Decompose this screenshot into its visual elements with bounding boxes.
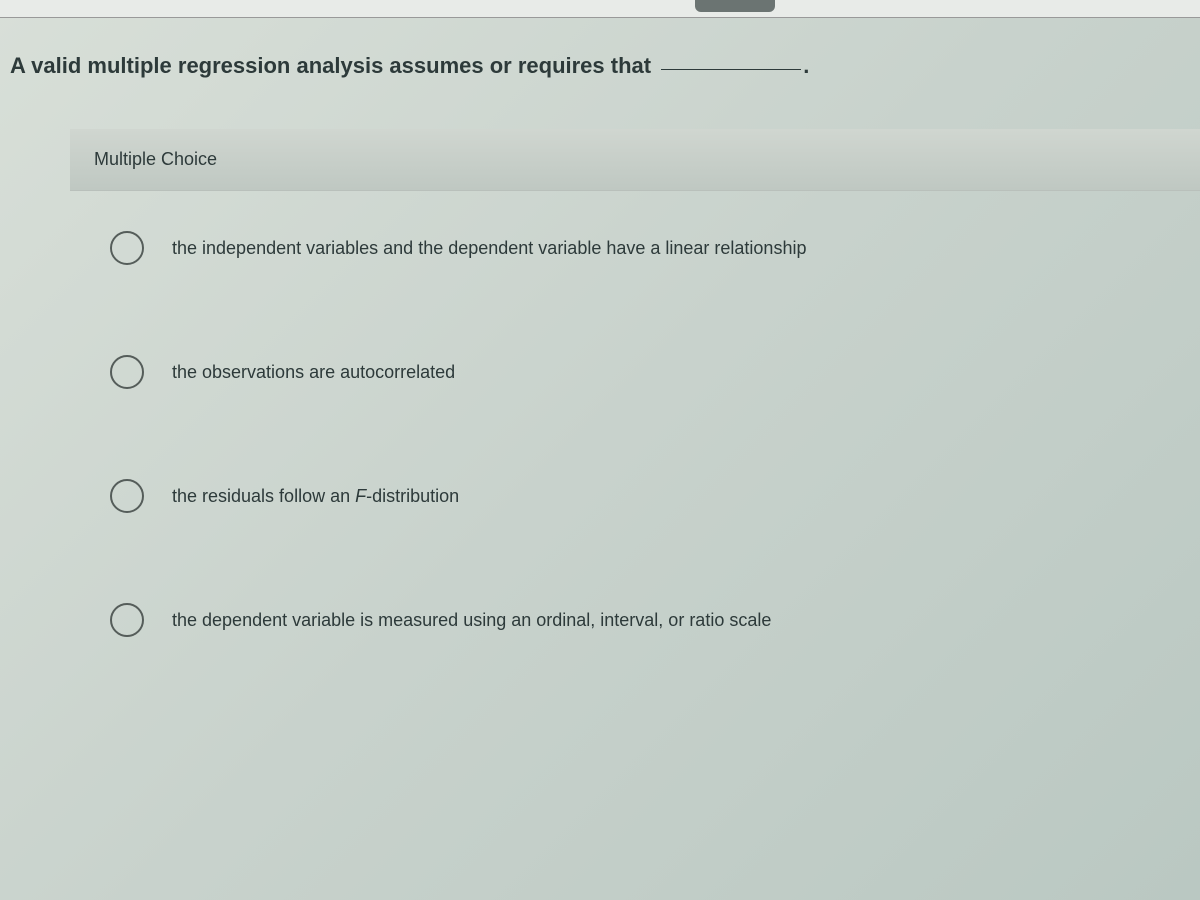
section-header: Multiple Choice (70, 129, 1200, 191)
window-top-bar (0, 0, 1200, 18)
fill-blank (661, 69, 801, 70)
option-text: the dependent variable is measured using… (172, 610, 771, 631)
option-text-after: -distribution (366, 486, 459, 506)
question-stem-text: A valid multiple regression analysis ass… (10, 53, 651, 78)
radio-button[interactable] (110, 231, 144, 265)
section-header-label: Multiple Choice (94, 149, 217, 169)
radio-button[interactable] (110, 479, 144, 513)
top-pill-control[interactable] (695, 0, 775, 12)
question-stem-suffix: . (803, 53, 809, 78)
options-area: the independent variables and the depend… (70, 191, 1200, 697)
option-text: the observations are autocorrelated (172, 362, 455, 383)
option-text: the residuals follow an F-distribution (172, 486, 459, 507)
multiple-choice-container: Multiple Choice the independent variable… (70, 129, 1200, 697)
option-italic-term: F (355, 486, 366, 506)
option-text-before: the residuals follow an (172, 486, 355, 506)
question-stem: A valid multiple regression analysis ass… (0, 18, 1200, 109)
option-row[interactable]: the dependent variable is measured using… (110, 603, 1160, 637)
radio-button[interactable] (110, 355, 144, 389)
option-row[interactable]: the independent variables and the depend… (110, 231, 1160, 265)
option-text: the independent variables and the depend… (172, 238, 806, 259)
option-row[interactable]: the observations are autocorrelated (110, 355, 1160, 389)
option-row[interactable]: the residuals follow an F-distribution (110, 479, 1160, 513)
radio-button[interactable] (110, 603, 144, 637)
